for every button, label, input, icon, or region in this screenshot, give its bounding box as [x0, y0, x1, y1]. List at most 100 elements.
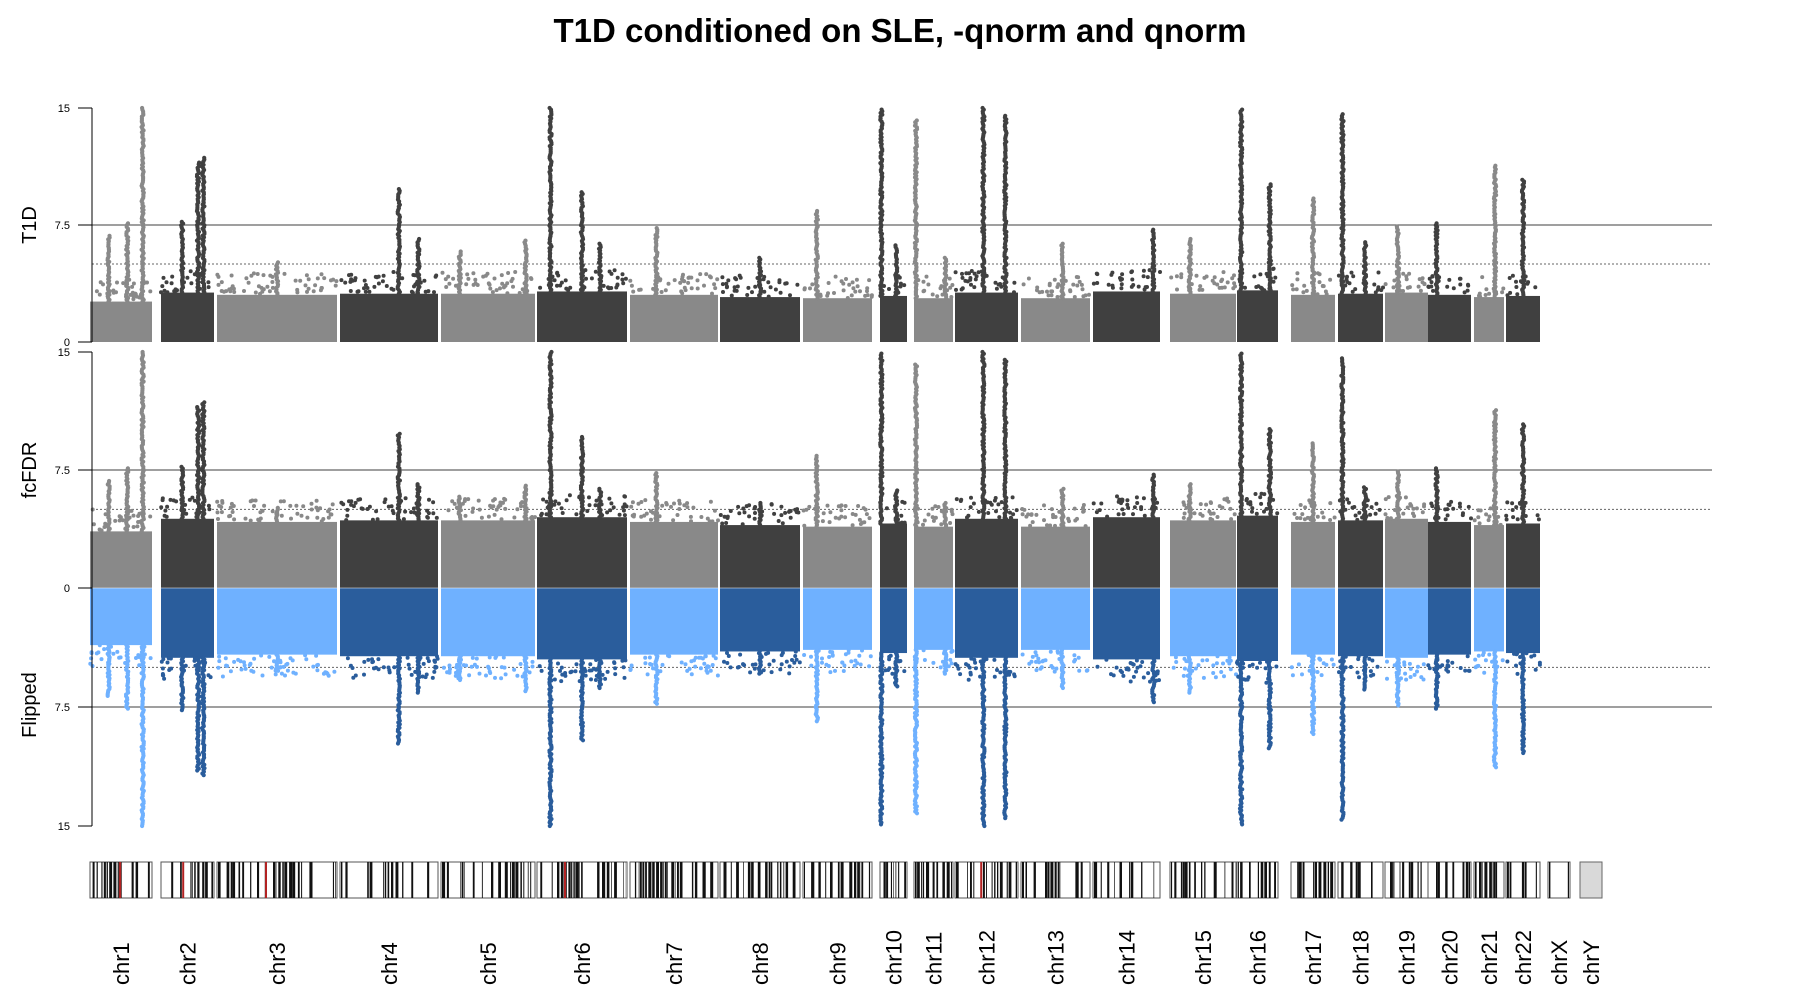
ideogram-stripe [883, 862, 886, 898]
chr9-point [853, 512, 858, 517]
chr7-point [629, 663, 634, 668]
ideogram-stripe [666, 862, 668, 898]
chr7-point [708, 668, 713, 673]
chr5-point [446, 508, 451, 513]
chr2-point [162, 288, 167, 293]
chr9-point [841, 288, 846, 293]
ideogram-stripe [238, 862, 241, 898]
chr1-point [97, 643, 102, 648]
chr6-point [559, 679, 564, 684]
chr4-point [360, 506, 365, 511]
chr4-point [345, 513, 350, 518]
chr6-peak-point [580, 738, 586, 743]
chr4-point [381, 665, 386, 670]
chr4-point [431, 500, 436, 505]
chr5-point [476, 498, 481, 503]
chr12-point [994, 509, 998, 514]
chr4-point [409, 510, 414, 515]
chr3-point [220, 674, 225, 679]
chr12-point [1012, 672, 1017, 677]
chrom-block-chr6 [537, 105, 629, 829]
chr1-point [148, 656, 153, 661]
ideogram-stripe [301, 862, 303, 898]
chr7-point [643, 498, 648, 503]
chr4-point [403, 496, 408, 501]
chr9-point [867, 516, 872, 521]
ideogram-stripe [387, 862, 390, 898]
chr12-point [968, 505, 973, 510]
chr6-peak-point [579, 190, 584, 195]
ideogram-stripe [785, 862, 789, 898]
chr5-point [490, 290, 495, 295]
chr4-peak-point [395, 741, 401, 746]
ideogram-stripe [335, 862, 336, 898]
chr6-bulk-panel-1 [537, 291, 627, 342]
chr4-point [367, 289, 372, 294]
chr2-point [206, 280, 211, 285]
chr6-point [574, 662, 579, 667]
chr9-point [820, 519, 825, 524]
chr5-point [462, 499, 467, 503]
chr6-point [589, 668, 594, 673]
chr1-point [120, 518, 125, 523]
chr7-point [695, 286, 700, 291]
chr4-point [343, 280, 348, 285]
chr1-point [115, 280, 119, 285]
chr7-point [713, 656, 718, 661]
chr5-peak-point [458, 249, 463, 254]
chr6-point [608, 508, 613, 513]
chr5-point [529, 516, 534, 520]
chr5-point [533, 515, 537, 520]
chr5-point [452, 501, 457, 506]
ideogram-stripe [106, 862, 108, 898]
chrom-label-chr6: chr6 [570, 942, 595, 985]
ideogram-stripe [893, 862, 894, 898]
chr8-point [753, 511, 757, 515]
chr5-point [493, 655, 498, 660]
chr3-point [243, 516, 248, 521]
ideogram-centromere [564, 862, 566, 898]
ideogram-stripe [679, 862, 683, 898]
chr4-point [431, 511, 436, 516]
chr4-point [390, 508, 395, 513]
chr6-point [559, 280, 564, 285]
chr7-point [671, 518, 676, 523]
ideogram-stripe [446, 862, 449, 898]
chr2-peak-point [197, 160, 202, 165]
chr1-point [115, 649, 120, 654]
chr4-point [384, 284, 389, 288]
chr11-peak-point [913, 362, 918, 367]
chrom-label-chr9: chr9 [826, 942, 851, 985]
chr4-point [355, 289, 360, 294]
chr8-point [779, 513, 784, 518]
chr9-point [857, 653, 862, 658]
chr7-point [689, 519, 693, 524]
chr11-peak-point [942, 671, 948, 676]
chr8-point [787, 664, 792, 669]
chr5-point [471, 271, 476, 276]
chr9-point [855, 284, 860, 289]
chrom-block-chr9 [801, 208, 874, 724]
chr2-point [208, 675, 213, 680]
chr6-point [556, 501, 561, 506]
chr8-point [735, 284, 740, 289]
chr12-point [1010, 495, 1015, 500]
chr4-point [371, 659, 375, 664]
chr8-point [767, 662, 772, 667]
ideogram-stripe [645, 862, 647, 898]
ideogram-stripe [481, 862, 483, 898]
chr5-point [473, 277, 478, 282]
chr6-point [555, 270, 560, 275]
chr2-peak-point [202, 400, 207, 405]
ideogram-stripe [515, 862, 519, 898]
chr3-point [224, 663, 229, 668]
chr12-peak-point [980, 349, 985, 355]
chr3-point [321, 517, 326, 521]
chr7-point [686, 280, 691, 285]
chr1-bulk-panel-1 [90, 301, 152, 342]
chr4-point [345, 656, 350, 661]
ideogram-stripe [461, 862, 463, 898]
chr2-point [184, 511, 189, 516]
chr9-point [858, 289, 862, 294]
chr10-point [898, 284, 903, 289]
